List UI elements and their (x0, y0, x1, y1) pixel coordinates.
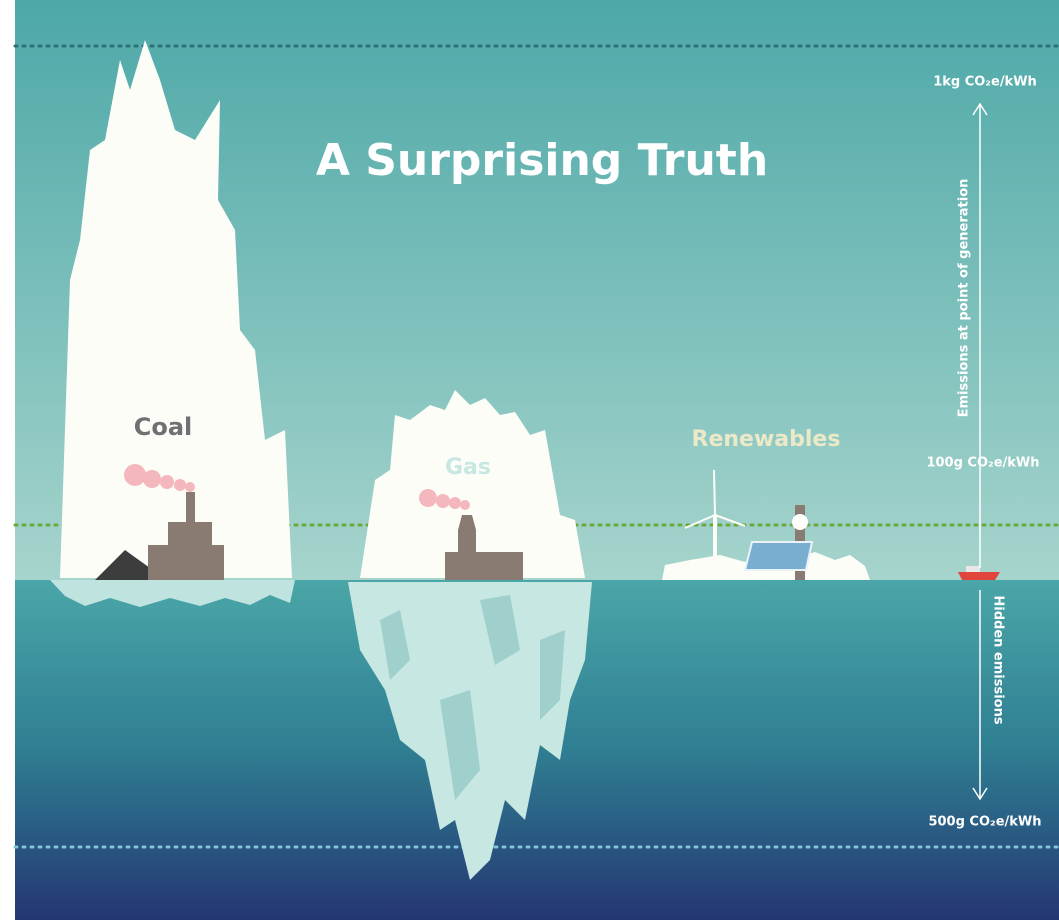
solar-panel (745, 542, 812, 570)
ship-cabin (966, 566, 980, 572)
scale-label: 100g CO₂e/kWh (926, 456, 1039, 471)
iceberg-label: Coal (134, 413, 193, 441)
title: A Surprising Truth (316, 135, 768, 186)
iceberg-label: Renewables (692, 427, 841, 452)
ship (958, 572, 1000, 580)
infographic: Coal Gas Renewables 1kg CO₂e/kWh 100g CO… (0, 0, 1059, 920)
solar-light (792, 514, 808, 530)
iceberg-label: Gas (445, 455, 491, 480)
axis-label: Emissions at point of generation (957, 179, 972, 418)
scale-label: 1kg CO₂e/kWh (933, 75, 1037, 90)
scale-label: 500g CO₂e/kWh (928, 815, 1041, 830)
axis-label: Hidden emissions (991, 595, 1006, 724)
page: Coal Gas Renewables 1kg CO₂e/kWh 100g CO… (0, 0, 1059, 920)
